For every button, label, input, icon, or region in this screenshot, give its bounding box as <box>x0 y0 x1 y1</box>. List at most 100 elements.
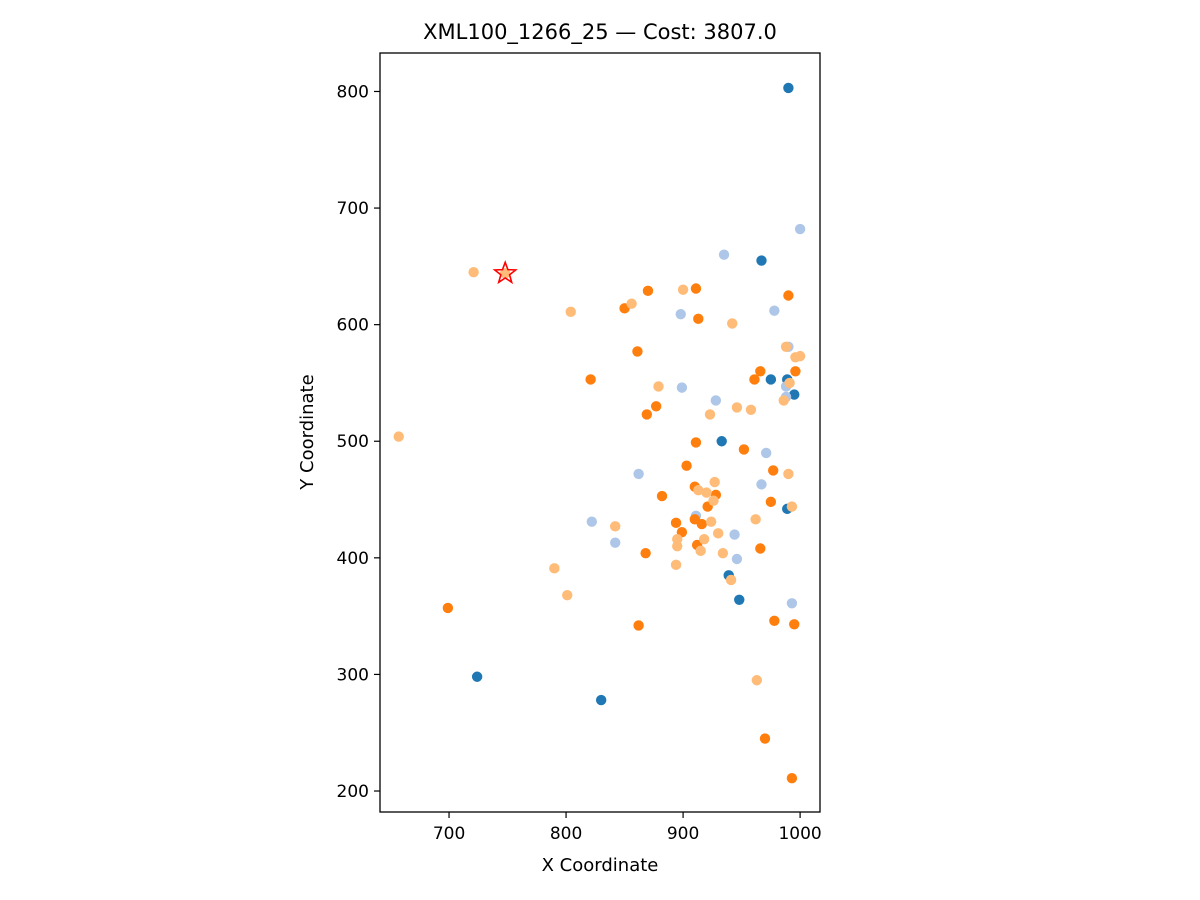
x-tick-label: 700 <box>433 824 465 844</box>
data-point <box>769 615 780 626</box>
data-point <box>794 223 806 235</box>
data-point <box>626 298 637 309</box>
data-point <box>610 537 621 548</box>
data-point <box>676 382 688 393</box>
data-point <box>500 268 511 279</box>
data-point <box>780 341 792 353</box>
data-point <box>653 381 664 392</box>
data-point <box>789 389 800 400</box>
data-point <box>610 521 621 532</box>
data-point <box>670 517 682 529</box>
data-point <box>751 675 763 686</box>
data-point <box>716 436 727 447</box>
y-tick-label: 700 <box>337 199 369 219</box>
data-point <box>693 485 704 496</box>
data-point <box>675 308 686 320</box>
data-point <box>778 395 789 406</box>
y-axis-label: Y Coordinate <box>297 374 318 490</box>
data-point <box>783 82 794 94</box>
points-layer <box>393 82 806 784</box>
y-tick-label: 300 <box>337 665 369 685</box>
y-tick-label: 500 <box>337 432 369 452</box>
data-point <box>393 431 404 442</box>
data-point <box>750 514 761 525</box>
series-3 <box>393 266 806 686</box>
data-point <box>765 496 777 508</box>
plot-frame <box>379 52 821 813</box>
depot-star-marker <box>492 260 518 285</box>
data-point <box>698 533 710 545</box>
data-point <box>633 468 644 480</box>
data-point <box>712 528 724 539</box>
data-point <box>656 490 668 502</box>
data-point <box>695 545 706 557</box>
y-tick-label: 200 <box>337 782 369 802</box>
y-tick-label: 600 <box>337 316 369 336</box>
data-point <box>633 620 644 631</box>
data-point <box>745 404 757 415</box>
data-point <box>731 402 743 413</box>
data-point <box>565 306 576 318</box>
series-0 <box>471 82 800 706</box>
depot-layer <box>492 260 518 285</box>
data-point <box>769 305 780 316</box>
data-point <box>767 465 779 476</box>
x-tick-label: 900 <box>667 824 699 844</box>
data-point <box>784 377 795 389</box>
x-tick-label: 800 <box>550 824 582 844</box>
data-point <box>734 594 745 606</box>
data-point <box>442 602 454 614</box>
data-point <box>756 255 767 266</box>
data-point <box>690 437 702 448</box>
data-point <box>717 547 729 559</box>
data-point <box>641 409 653 420</box>
data-point <box>731 553 743 565</box>
data-point <box>640 547 651 559</box>
data-point <box>760 447 772 459</box>
data-point <box>755 543 766 554</box>
y-tick-label: 800 <box>337 82 369 102</box>
data-point <box>786 501 798 512</box>
data-point <box>759 733 771 744</box>
data-point <box>677 284 689 295</box>
series-2 <box>442 283 801 784</box>
data-point <box>749 374 760 385</box>
data-point <box>701 487 712 498</box>
data-point <box>718 249 730 260</box>
data-point <box>786 772 798 784</box>
data-point <box>549 563 560 574</box>
data-point <box>794 350 806 362</box>
y-axis-ticks: 200 300 400 500 600 700 800 <box>337 82 380 802</box>
chart-title: XML100_1266_25 — Cost: 3807.0 <box>423 20 777 45</box>
data-point <box>562 589 573 601</box>
x-tick-label: 1000 <box>778 824 821 844</box>
data-point <box>756 479 767 490</box>
x-axis-label: X Coordinate <box>542 855 659 876</box>
data-point <box>632 346 643 357</box>
data-point <box>704 409 716 420</box>
x-axis-ticks: 700 800 900 1000 <box>433 812 822 844</box>
data-point <box>783 468 794 480</box>
data-point <box>585 374 596 385</box>
data-point <box>705 516 717 527</box>
data-point <box>738 444 750 455</box>
data-point <box>729 529 740 540</box>
data-point <box>790 366 801 377</box>
data-point <box>471 671 483 682</box>
data-point <box>681 460 692 471</box>
data-point <box>468 266 479 278</box>
data-point <box>696 518 708 530</box>
data-point <box>595 694 607 706</box>
data-point <box>670 559 682 571</box>
y-tick-label: 400 <box>337 549 369 569</box>
data-point <box>765 374 777 385</box>
data-point <box>786 598 798 609</box>
data-point <box>710 395 722 406</box>
data-point <box>755 366 766 377</box>
data-point <box>708 495 719 506</box>
data-point <box>727 318 738 329</box>
data-point <box>789 619 800 630</box>
data-point <box>586 516 598 527</box>
data-point <box>693 313 704 325</box>
